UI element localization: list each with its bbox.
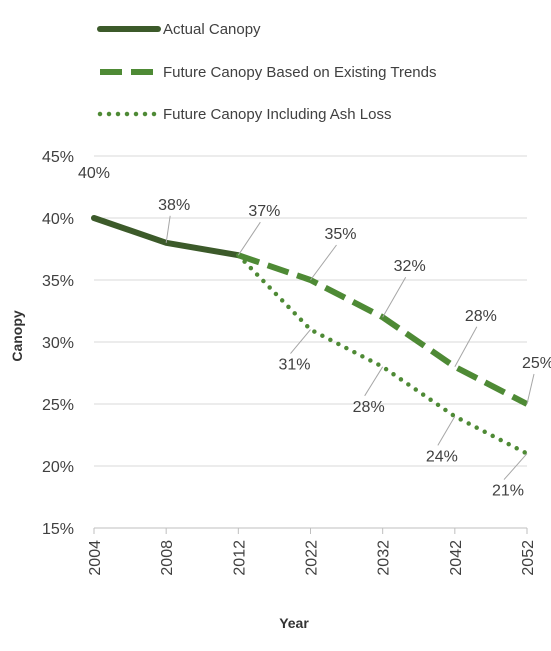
leader-line <box>437 416 456 446</box>
series-line-solid <box>91 215 242 259</box>
data-label: 28% <box>353 399 385 416</box>
data-label: 40% <box>78 165 110 182</box>
series-line-dashed <box>237 252 529 407</box>
x-tick-label: 2004 <box>87 540 104 576</box>
data-label: 37% <box>248 203 280 220</box>
data-label: 28% <box>465 308 497 325</box>
data-label: 24% <box>426 448 458 465</box>
y-tick-label: 20% <box>42 459 74 476</box>
series-lines <box>91 215 530 456</box>
y-axis-ticks: 15% 20% 25% 30% 35% 40% 45% <box>42 149 74 538</box>
y-tick-label: 45% <box>42 149 74 166</box>
data-label: 21% <box>492 483 524 500</box>
x-tick-label: 2032 <box>376 540 393 576</box>
x-axis: 2004 2008 2012 2022 2032 2042 2052 <box>87 527 537 576</box>
data-label: 32% <box>394 258 426 275</box>
x-tick-label: 2008 <box>159 540 176 576</box>
y-tick-label: 25% <box>42 397 74 414</box>
y-axis-title: Canopy <box>9 310 25 362</box>
y-tick-label: 30% <box>42 335 74 352</box>
legend-label: Future Canopy Including Ash Loss <box>163 106 391 123</box>
legend-label: Actual Canopy <box>163 21 261 38</box>
leader-line <box>382 276 407 318</box>
x-axis-title: Year <box>279 615 309 631</box>
leader-line <box>503 453 528 480</box>
data-label: 35% <box>325 226 357 243</box>
leader-line <box>310 244 337 281</box>
data-label: 25% <box>522 355 551 372</box>
y-tick-label: 40% <box>42 211 74 228</box>
leader-line <box>165 215 171 243</box>
x-tick-label: 2012 <box>231 540 248 576</box>
data-label: 31% <box>279 357 311 374</box>
series-line-dotted <box>236 252 530 456</box>
x-tick-label: 2052 <box>520 540 537 576</box>
leader-line <box>364 366 384 397</box>
leader-line <box>526 373 535 405</box>
legend-label: Future Canopy Based on Existing Trends <box>163 64 437 81</box>
y-tick-label: 15% <box>42 521 74 538</box>
data-labels: 40% 38% 37% 35% 32% 28% 25% 31% 28% 24% 21% <box>78 165 551 500</box>
legend: Actual Canopy Future Canopy Based on Exis… <box>97 21 437 123</box>
leader-line <box>454 326 478 368</box>
leader-line <box>290 329 311 354</box>
y-tick-label: 35% <box>42 273 74 290</box>
x-tick-label: 2022 <box>304 540 321 576</box>
data-label: 38% <box>158 197 190 214</box>
leader-line <box>237 221 261 256</box>
x-tick-label: 2042 <box>448 540 465 576</box>
